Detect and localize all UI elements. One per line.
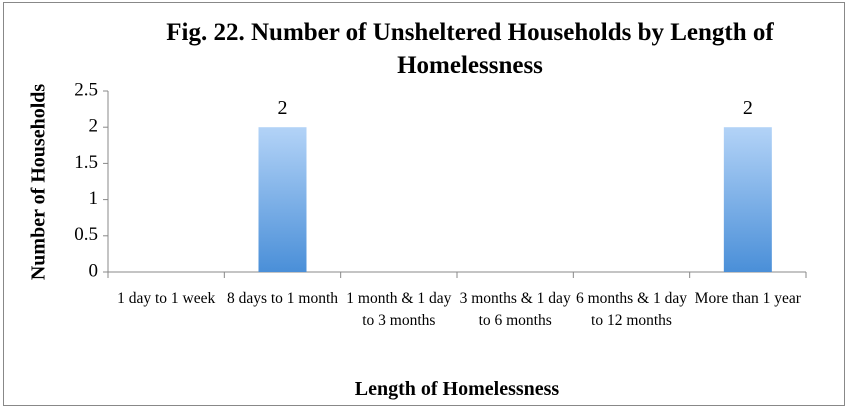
y-tick-label: 0.5 <box>74 224 98 245</box>
y-tick-label: 1 <box>89 188 99 209</box>
x-axis-label: Length of Homelessness <box>354 378 560 400</box>
x-tick-label: 6 months & 1 day to 12 months <box>575 290 688 329</box>
chart-frame <box>3 2 845 406</box>
bar <box>258 127 307 272</box>
y-tick-label: 2 <box>89 116 99 137</box>
y-tick-label: 1.5 <box>74 152 98 173</box>
x-tick-label: 3 months & 1 day to 6 months <box>459 290 571 329</box>
y-tick-label: 0 <box>89 260 99 281</box>
x-tick-label: More than 1 year <box>694 290 801 307</box>
y-axis-label: Number of Households <box>28 84 50 281</box>
data-label: 2 <box>278 97 288 119</box>
x-tick-label: 8 days to 1 month <box>226 290 339 307</box>
data-label: 2 <box>743 97 753 119</box>
chart-title: Fig. 22. Number of Unsheltered Household… <box>166 19 774 79</box>
y-tick-label: 2.5 <box>74 79 98 100</box>
x-tick-label: 1 day to 1 week <box>117 290 216 307</box>
x-tick-label: 1 month & 1 day to 3 months <box>346 290 452 329</box>
bar <box>723 127 772 272</box>
